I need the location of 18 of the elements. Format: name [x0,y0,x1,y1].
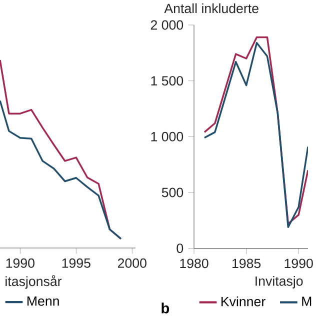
x-axis-title: Invitasjo [256,276,303,288]
x-axis-title: itasjonsår [6,275,62,289]
x-tick-label: 2000 [118,258,146,268]
x-tick-label: 1980 [180,258,208,268]
legend-label: Menn [27,296,59,306]
y-tick-label: 500 [162,188,184,198]
y-tick-label: 2 000 [150,20,184,30]
y-tick-label: 1 000 [151,132,184,142]
legend-label: Kvinner [221,296,266,306]
x-tick-label: 1985 [232,258,261,268]
x-tick-label: 1990 [6,258,34,268]
x-tick-label: 1990 [284,258,313,268]
y-tick-label: 0 [176,244,184,254]
legend-label: M [302,296,312,306]
y-tick-label: 1 500 [151,76,184,86]
y-axis-title: Antall inkluderte [164,3,258,14]
x-tick-label: 1995 [62,258,90,268]
text: b [162,302,170,314]
